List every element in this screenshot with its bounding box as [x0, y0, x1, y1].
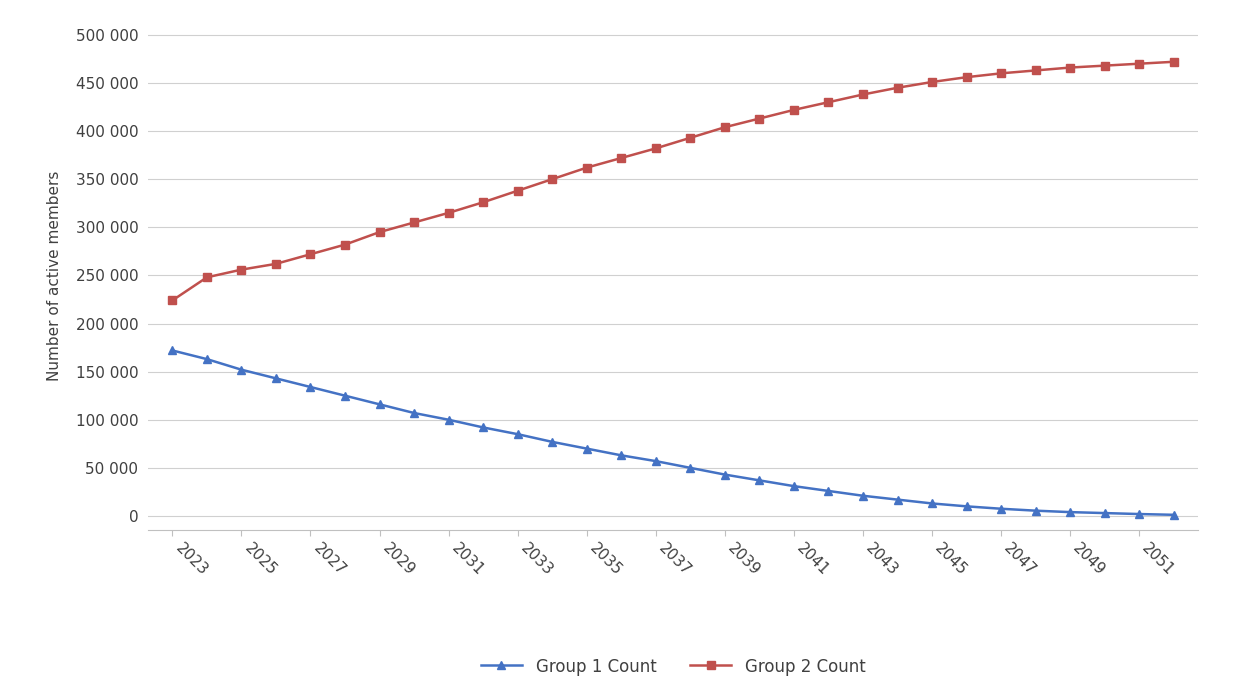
Group 1 Count [1029, 507, 1044, 515]
Legend: Group 1 Count, Group 2 Count: Group 1 Count, Group 2 Count [474, 651, 872, 680]
Group 1 Count [994, 505, 1009, 513]
Group 1 Count [1166, 511, 1181, 519]
Group 1 Count [890, 496, 905, 504]
Group 1 Count [1098, 509, 1113, 517]
Group 2 Count [510, 186, 525, 194]
Group 2 Count [268, 260, 283, 268]
Group 2 Count [545, 175, 559, 183]
Group 2 Count [200, 273, 215, 282]
Group 1 Count [718, 471, 732, 479]
Group 2 Count [1029, 67, 1044, 75]
Group 2 Count [165, 296, 180, 305]
Group 2 Count [303, 250, 317, 258]
Group 2 Count [994, 69, 1009, 78]
Group 2 Count [821, 98, 836, 106]
Group 1 Count [925, 499, 940, 507]
Group 1 Count [441, 415, 456, 424]
Group 1 Count [372, 401, 387, 409]
Group 1 Count [614, 452, 629, 460]
Group 2 Count [372, 228, 387, 236]
Group 2 Count [787, 106, 802, 114]
Group 2 Count [337, 241, 352, 249]
Group 2 Count [614, 154, 629, 162]
Y-axis label: Number of active members: Number of active members [47, 170, 62, 381]
Group 2 Count [233, 266, 248, 274]
Line: Group 1 Count: Group 1 Count [168, 346, 1178, 519]
Group 2 Count [1166, 58, 1181, 66]
Group 2 Count [925, 78, 940, 86]
Group 2 Count [752, 114, 767, 122]
Group 2 Count [441, 209, 456, 217]
Group 1 Count [787, 482, 802, 490]
Group 1 Count [856, 492, 871, 500]
Group 2 Count [1063, 63, 1078, 71]
Group 1 Count [233, 366, 248, 374]
Group 1 Count [752, 476, 767, 484]
Group 1 Count [960, 503, 974, 511]
Group 2 Count [1131, 60, 1146, 68]
Group 2 Count [579, 164, 594, 172]
Group 1 Count [337, 392, 352, 400]
Group 2 Count [890, 84, 905, 92]
Group 1 Count [200, 355, 215, 363]
Group 1 Count [683, 464, 698, 472]
Group 2 Count [406, 218, 421, 226]
Group 1 Count [1131, 510, 1146, 518]
Group 2 Count [856, 90, 871, 99]
Group 1 Count [303, 383, 317, 391]
Group 2 Count [683, 134, 698, 142]
Group 2 Count [648, 144, 663, 152]
Line: Group 2 Count: Group 2 Count [168, 58, 1178, 305]
Group 2 Count [475, 198, 490, 206]
Group 1 Count [1063, 508, 1078, 516]
Group 1 Count [268, 374, 283, 382]
Group 1 Count [648, 457, 663, 465]
Group 2 Count [718, 123, 732, 131]
Group 2 Count [960, 73, 974, 81]
Group 1 Count [406, 409, 421, 417]
Group 1 Count [821, 487, 836, 495]
Group 1 Count [475, 424, 490, 432]
Group 1 Count [545, 438, 559, 446]
Group 1 Count [165, 346, 180, 354]
Group 1 Count [579, 445, 594, 453]
Group 2 Count [1098, 62, 1113, 70]
Group 1 Count [510, 430, 525, 438]
